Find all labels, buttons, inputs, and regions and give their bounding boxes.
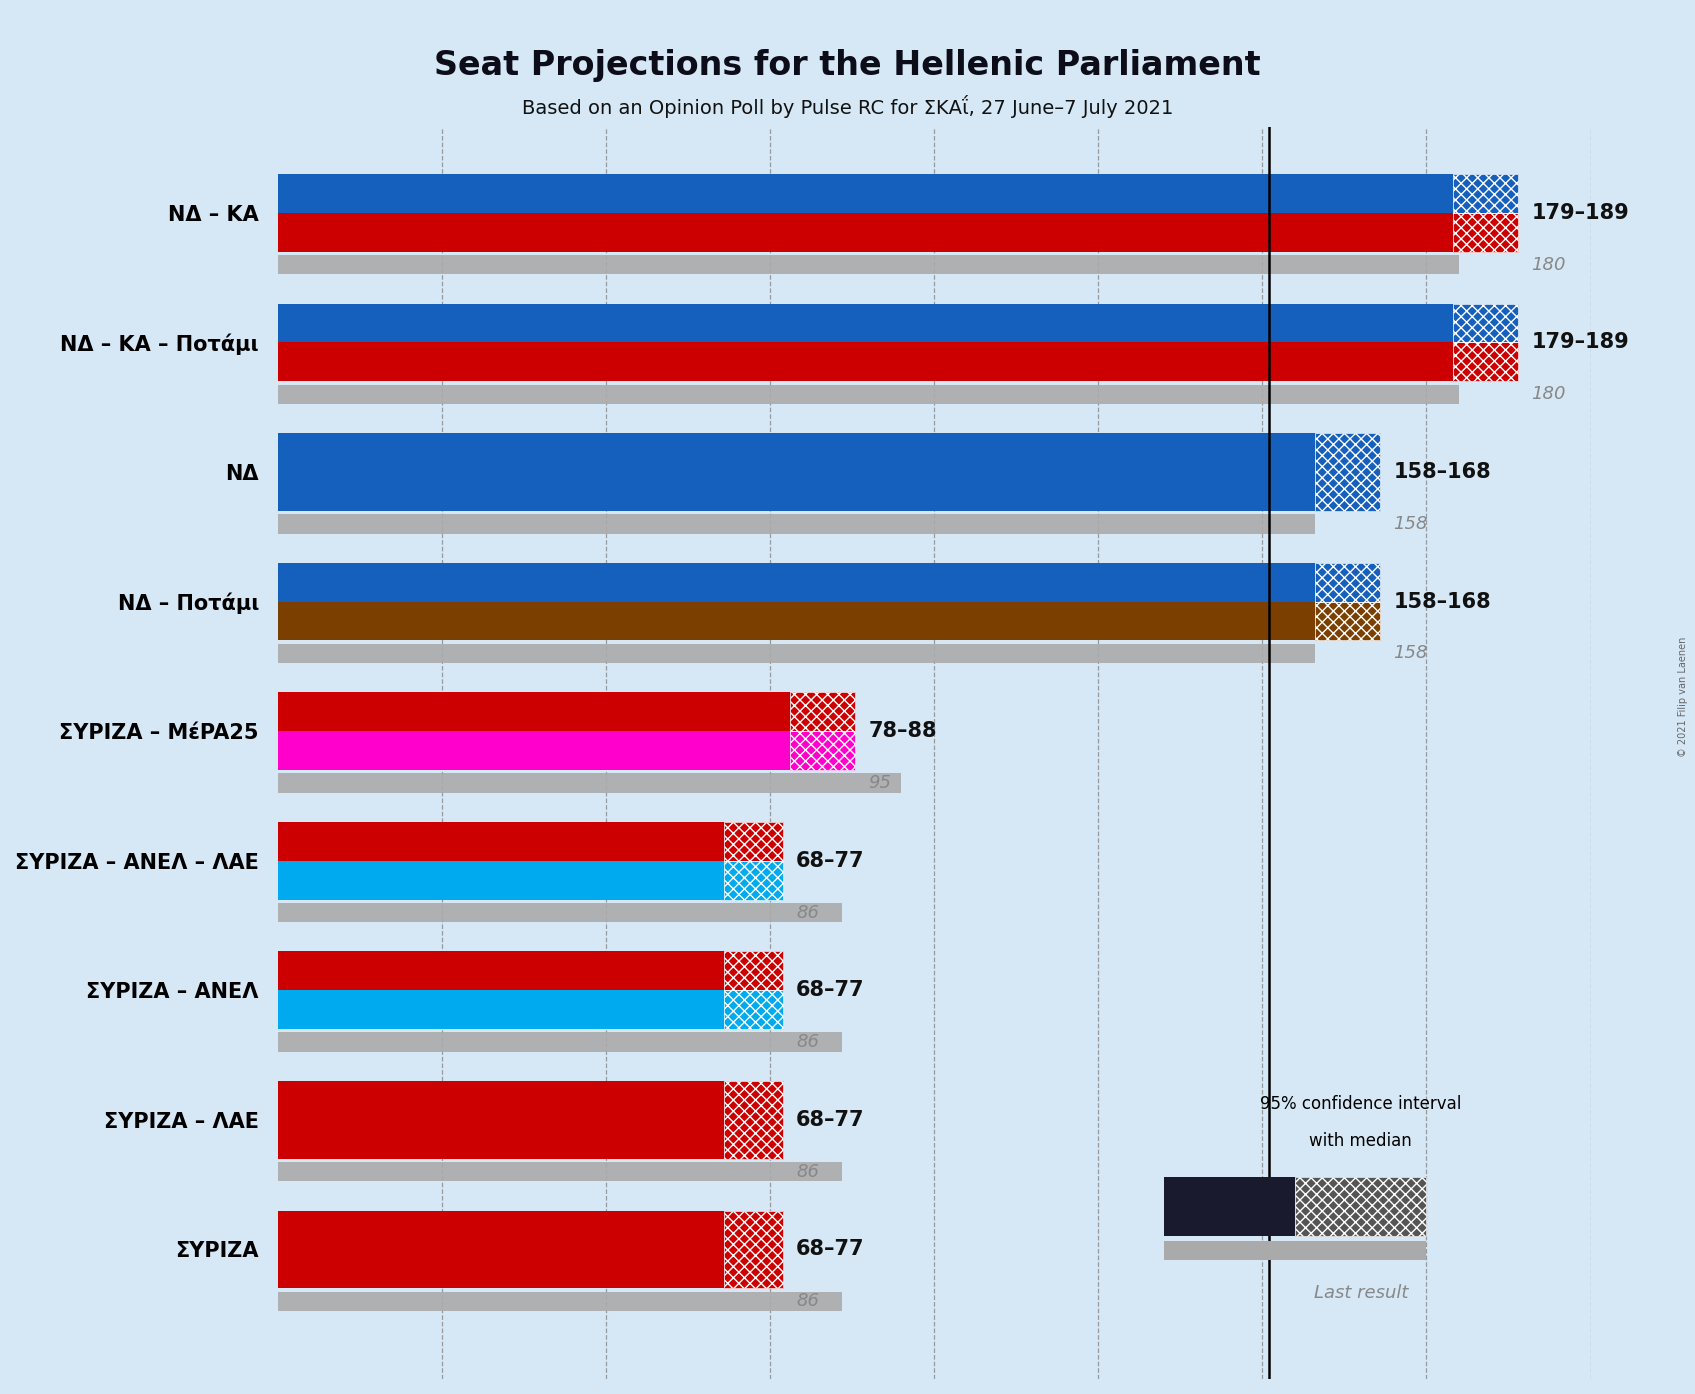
- Bar: [1453, 343, 1519, 382]
- Bar: [278, 213, 1453, 252]
- Bar: [278, 644, 1315, 664]
- Bar: [724, 860, 783, 899]
- Bar: [1453, 174, 1519, 213]
- Bar: [790, 732, 856, 769]
- Bar: [790, 732, 856, 769]
- Text: 86: 86: [797, 1163, 819, 1181]
- Text: © 2021 Filip van Laenen: © 2021 Filip van Laenen: [1678, 637, 1688, 757]
- Bar: [278, 860, 724, 899]
- Bar: [724, 1080, 783, 1158]
- Bar: [278, 255, 1459, 275]
- Text: 95% confidence interval: 95% confidence interval: [1259, 1094, 1461, 1112]
- Bar: [278, 602, 1315, 640]
- Text: 180: 180: [1532, 255, 1566, 273]
- Bar: [724, 822, 783, 860]
- Text: Last result: Last result: [1314, 1284, 1409, 1302]
- Bar: [1315, 563, 1380, 602]
- Text: with median: with median: [1309, 1132, 1412, 1150]
- Text: 78–88: 78–88: [868, 721, 937, 742]
- Bar: [278, 732, 790, 769]
- Text: Seat Projections for the Hellenic Parliament: Seat Projections for the Hellenic Parlia…: [434, 49, 1261, 82]
- Bar: [278, 385, 1459, 404]
- Bar: [278, 822, 724, 860]
- Bar: [1164, 1177, 1295, 1236]
- Bar: [1295, 1177, 1427, 1236]
- Bar: [724, 860, 783, 899]
- Bar: [278, 1080, 724, 1158]
- Bar: [724, 990, 783, 1029]
- Bar: [1164, 1241, 1427, 1260]
- Bar: [278, 304, 1453, 343]
- Text: 68–77: 68–77: [797, 1110, 864, 1131]
- Text: 180: 180: [1532, 385, 1566, 403]
- Text: 158: 158: [1393, 514, 1429, 533]
- Bar: [790, 693, 856, 732]
- Bar: [278, 563, 1315, 602]
- Text: 68–77: 68–77: [797, 1239, 864, 1259]
- Bar: [1453, 174, 1519, 213]
- Bar: [724, 990, 783, 1029]
- Text: 158: 158: [1393, 644, 1429, 662]
- Bar: [1315, 434, 1380, 512]
- Text: Based on an Opinion Poll by Pulse RC for ΣΚΑΐ, 27 June–7 July 2021: Based on an Opinion Poll by Pulse RC for…: [522, 95, 1173, 117]
- Bar: [278, 903, 842, 923]
- Bar: [1315, 602, 1380, 640]
- Bar: [278, 990, 724, 1029]
- Bar: [724, 1210, 783, 1288]
- Bar: [278, 1033, 842, 1052]
- Bar: [790, 693, 856, 732]
- Text: 68–77: 68–77: [797, 980, 864, 1001]
- Bar: [278, 343, 1453, 382]
- Text: 86: 86: [797, 903, 819, 921]
- Bar: [1315, 434, 1380, 512]
- Bar: [1453, 213, 1519, 252]
- Bar: [1315, 563, 1380, 602]
- Text: 179–189: 179–189: [1532, 204, 1629, 223]
- Bar: [1453, 213, 1519, 252]
- Bar: [278, 1292, 842, 1310]
- Bar: [278, 1210, 724, 1288]
- Bar: [1453, 304, 1519, 343]
- Bar: [278, 693, 790, 732]
- Bar: [1315, 602, 1380, 640]
- Text: 95: 95: [868, 774, 892, 792]
- Bar: [1453, 304, 1519, 343]
- Text: 158–168: 158–168: [1393, 591, 1492, 612]
- Text: 86: 86: [797, 1292, 819, 1310]
- Bar: [278, 1163, 842, 1181]
- Bar: [278, 174, 1453, 213]
- Bar: [278, 774, 902, 793]
- Bar: [724, 952, 783, 990]
- Bar: [724, 822, 783, 860]
- Bar: [724, 1210, 783, 1288]
- Bar: [278, 514, 1315, 534]
- Bar: [1453, 343, 1519, 382]
- Bar: [1295, 1177, 1427, 1236]
- Text: 86: 86: [797, 1033, 819, 1051]
- Bar: [278, 434, 1315, 512]
- Text: 68–77: 68–77: [797, 850, 864, 871]
- Text: 179–189: 179–189: [1532, 332, 1629, 353]
- Text: 158–168: 158–168: [1393, 461, 1492, 482]
- Bar: [278, 952, 724, 990]
- Bar: [724, 1080, 783, 1158]
- Bar: [724, 952, 783, 990]
